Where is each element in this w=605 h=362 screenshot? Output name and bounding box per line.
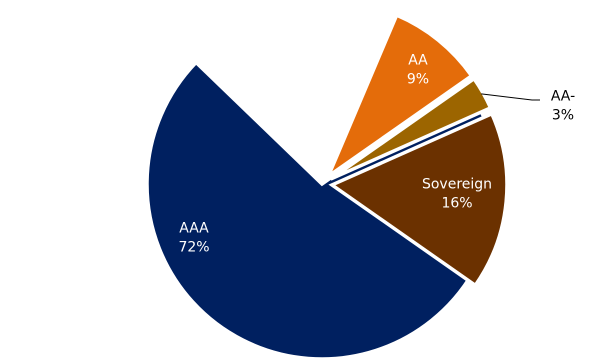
slice-value-aaa: 72% xyxy=(178,240,209,256)
slice-label-aa: AA xyxy=(408,53,428,69)
pie-slice-aa xyxy=(329,76,493,181)
slice-value-aa: 9% xyxy=(407,72,429,88)
slice-value-sovereign: 16% xyxy=(441,196,472,212)
leader-line-aa xyxy=(481,93,540,101)
pie-slice-sovereign xyxy=(328,111,509,288)
slice-value-aa: 3% xyxy=(552,108,574,124)
pie-slice-aa xyxy=(324,12,475,182)
slice-label-aa: AA- xyxy=(551,89,575,105)
slice-label-aaa: AAA xyxy=(179,221,209,237)
slice-label-sovereign: Sovereign xyxy=(422,177,492,193)
